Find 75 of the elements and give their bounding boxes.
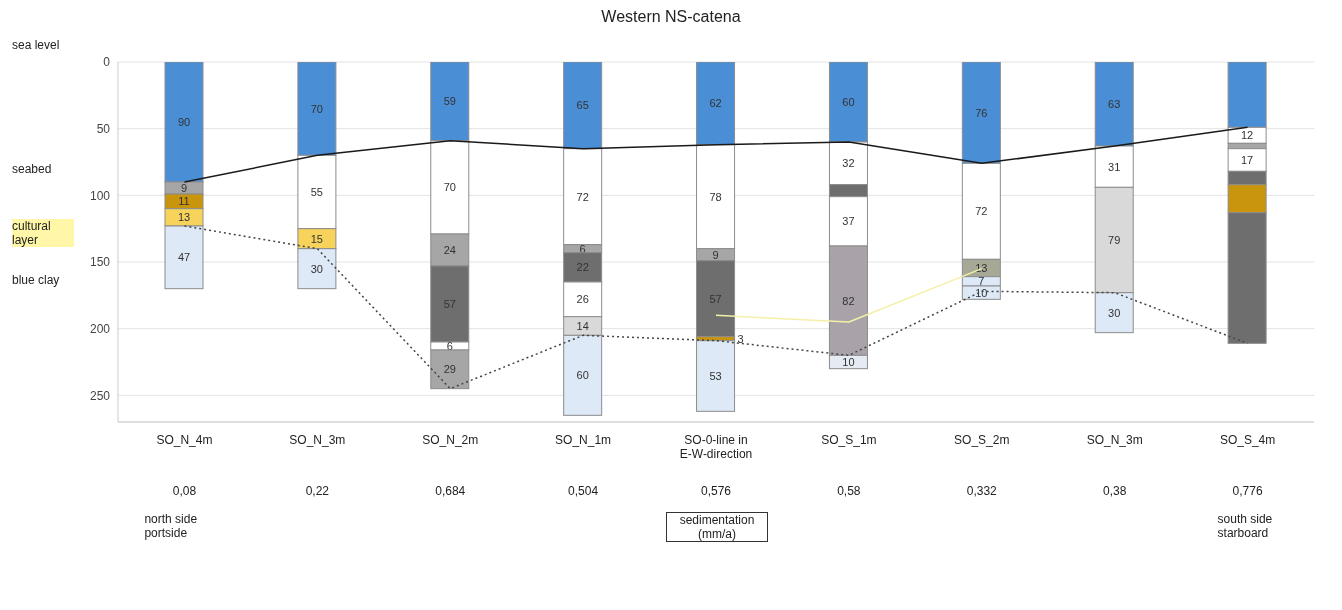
data-label: 7 [978,275,985,288]
data-label: 29 [443,363,456,376]
x-tick-label: SO_N_2m [422,433,479,447]
y-tick-label: 200 [89,321,111,336]
text: 0,22 [304,484,330,498]
chart-title: Western NS-catena [600,8,742,26]
data-label: 14 [576,320,589,332]
data-label: 82 [842,294,855,307]
x-tick-label: SO-0-line in E-W-direction [679,433,753,461]
text: sedimentation (mm/a) [666,512,768,542]
x-tick-label: SO_S_4m [1219,433,1276,447]
data-label: 57 [709,292,722,305]
y-tick-label: 250 [89,388,111,403]
data-label: 37 [842,215,855,228]
data-label: 60 [842,96,855,108]
y-tick-label: 150 [89,255,111,270]
x-tick-label: SO_N_3m [289,433,346,447]
data-label: 13 [975,262,988,274]
data-label: 62 [709,97,722,110]
text: 0,576 [700,484,732,498]
y-tick-label: 0 [103,55,111,70]
text: 0,504 [567,484,600,498]
data-label: 53 [709,370,722,382]
data-label: 13 [177,211,191,224]
text: south side starboard [1217,512,1274,540]
data-label: 79 [1108,234,1121,246]
data-label: 6 [446,340,453,352]
data-label: 6 [579,242,586,255]
text: seabed [12,162,53,176]
data-label: 11 [178,195,190,208]
text: 0,38 [1101,484,1128,498]
y-tick-label: 50 [96,121,111,136]
data-label: 90 [177,116,191,128]
data-label: 47 [177,251,191,264]
data-label: 9 [180,182,188,194]
data-label: 10 [842,356,855,368]
data-label: 72 [975,205,988,218]
y-tick-label: 100 [89,188,111,203]
data-label: 70 [443,181,456,194]
data-label: 63 [1108,98,1121,110]
data-label: 59 [443,95,456,108]
data-label: 30 [310,262,324,275]
data-label: 3 [737,332,744,345]
text: 0,58 [836,484,862,498]
data-label: 31 [1108,160,1121,173]
data-label: 12 [1240,129,1254,142]
data-label: 17 [1240,154,1254,166]
data-label: 65 [576,99,589,112]
x-tick-label: SO_N_3m [1086,433,1143,447]
text: 0,776 [1231,484,1264,498]
text: cultural layer [12,219,74,248]
data-label: 26 [576,293,589,306]
data-label: 78 [709,190,722,203]
data-label: 24 [443,244,456,256]
data-label: 76 [975,106,988,119]
data-label: 10 [975,286,988,299]
data-label: 70 [310,102,324,115]
x-tick-label: SO_S_2m [954,433,1010,447]
text: sea level [12,38,61,52]
text: blue clay [12,272,61,287]
text: 0,08 [171,484,198,498]
data-label: 22 [576,261,589,274]
data-label: 15 [310,232,324,245]
text: north side portside [144,512,199,540]
data-label: 55 [310,186,324,198]
x-tick-label: SO_N_4m [156,433,213,447]
data-label: 72 [576,190,589,203]
data-label: 30 [1108,306,1121,319]
data-label: 60 [576,369,589,382]
text: 0,332 [965,484,998,498]
x-tick-label: SO_N_1m [555,433,612,447]
data-label: 9 [712,248,719,261]
x-tick-label: SO_S_1m [821,433,877,447]
data-label: 32 [842,157,855,170]
text: 0,684 [434,484,467,498]
